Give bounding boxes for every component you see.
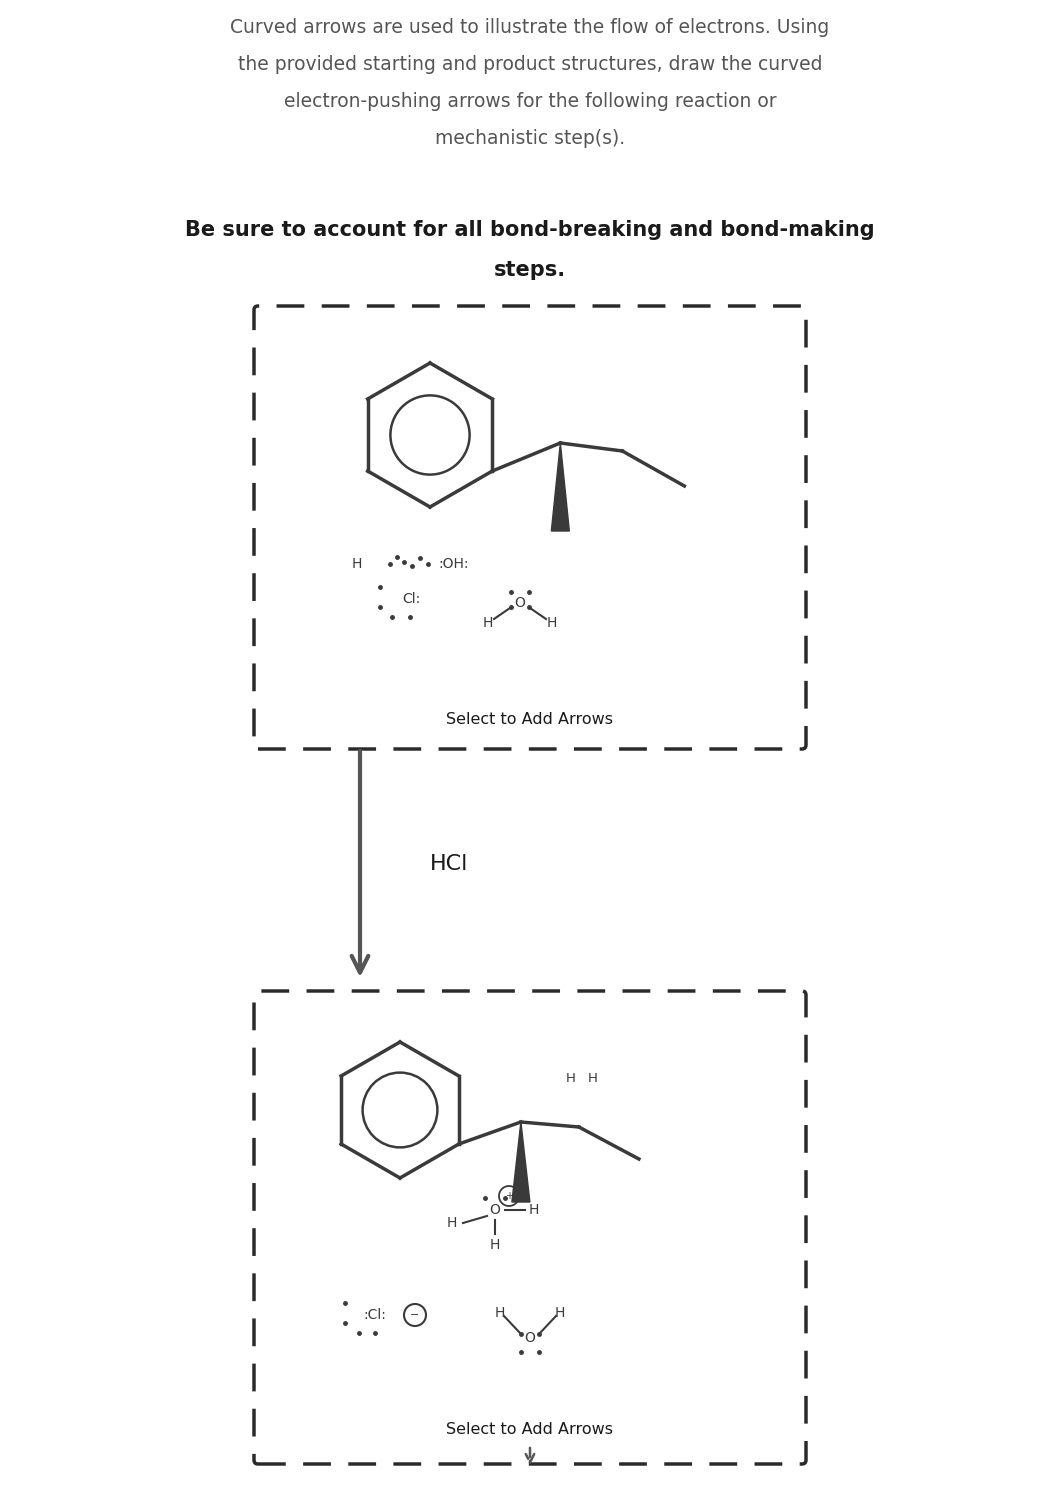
Text: Select to Add Arrows: Select to Add Arrows (446, 1422, 614, 1437)
Text: H: H (547, 617, 558, 630)
Text: O: O (525, 1331, 535, 1345)
Text: H: H (529, 1204, 540, 1217)
Text: +: + (505, 1190, 513, 1201)
Text: Select to Add Arrows: Select to Add Arrows (446, 712, 614, 728)
Text: H: H (566, 1071, 576, 1085)
Text: H: H (490, 1238, 500, 1253)
Text: H: H (588, 1071, 598, 1085)
Text: Curved arrows are used to illustrate the flow of electrons. Using: Curved arrows are used to illustrate the… (230, 18, 830, 37)
Text: H: H (554, 1306, 565, 1320)
Text: H: H (482, 617, 493, 630)
Polygon shape (512, 1122, 530, 1202)
Polygon shape (551, 443, 569, 531)
Text: the provided starting and product structures, draw the curved: the provided starting and product struct… (237, 55, 823, 74)
Text: −: − (410, 1311, 420, 1320)
Text: Be sure to account for all bond-breaking and bond-making: Be sure to account for all bond-breaking… (186, 220, 874, 241)
Text: H: H (446, 1216, 457, 1230)
Text: Cl:: Cl: (402, 591, 420, 606)
Text: :OH:: :OH: (438, 557, 469, 571)
FancyBboxPatch shape (254, 991, 806, 1464)
Text: O: O (490, 1204, 500, 1217)
Text: steps.: steps. (494, 260, 566, 279)
FancyBboxPatch shape (254, 306, 806, 749)
Text: O: O (514, 596, 526, 609)
Text: electron-pushing arrows for the following reaction or: electron-pushing arrows for the followin… (284, 92, 776, 111)
Text: HCl: HCl (430, 854, 469, 874)
Text: mechanistic step(s).: mechanistic step(s). (435, 129, 625, 149)
Text: H: H (352, 557, 363, 571)
Text: H: H (495, 1306, 506, 1320)
Text: :Cl:: :Cl: (364, 1308, 387, 1323)
